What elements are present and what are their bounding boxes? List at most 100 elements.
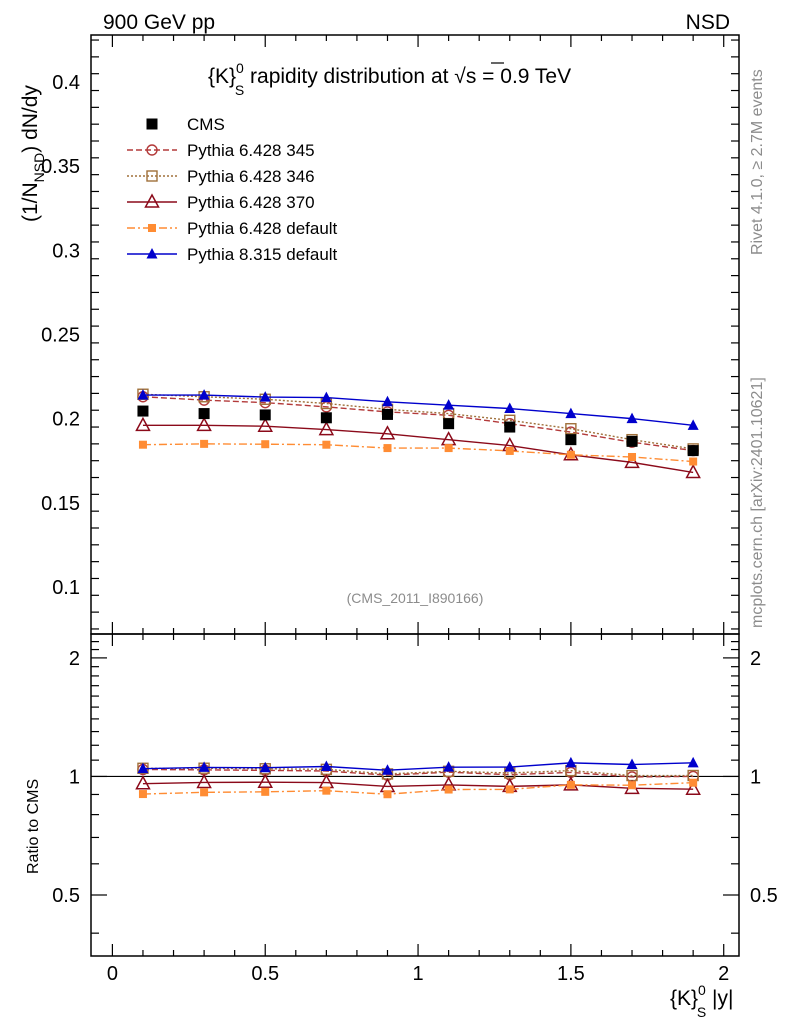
data-point (148, 224, 156, 232)
data-point (146, 248, 158, 259)
data-point (322, 786, 331, 795)
series-pythia-8-315-default (137, 389, 699, 430)
data-point (443, 418, 455, 430)
data-point (685, 463, 701, 479)
data-point (624, 453, 640, 469)
data-point (198, 389, 210, 400)
data-point (379, 425, 396, 440)
y-tick-label: 0.2 (52, 409, 80, 431)
data-point (198, 408, 210, 420)
data-point (198, 761, 210, 772)
data-point (443, 761, 455, 772)
main-series-group (135, 388, 701, 479)
legend-label: Pythia 6.428 345 (187, 141, 315, 160)
legend-label: Pythia 8.315 default (187, 245, 338, 264)
chart-title-sup: 0 (236, 60, 244, 76)
data-point (261, 440, 270, 449)
data-point (146, 170, 158, 182)
data-point (504, 402, 516, 414)
axis-ticks: 0 0.5 1 1.5 2 0.1 0.15 0.2 0.25 0.3 0.35 0.4 0.5 0.5 1… (41, 35, 778, 985)
data-point (566, 780, 575, 789)
ratio-line (142, 782, 694, 795)
series-line (142, 443, 694, 463)
series-pythia-6-428-346 (137, 388, 699, 455)
data-point (137, 762, 149, 774)
data-point (687, 419, 699, 430)
data-point (138, 790, 147, 799)
series-line (142, 393, 694, 450)
ratio-series-pythia-6-428-346 (137, 762, 699, 782)
data-point (565, 756, 577, 768)
data-point (137, 389, 149, 400)
data-point (444, 444, 453, 453)
x-axis-label-main: {K} (670, 987, 698, 1010)
y-tick-label: 0.35 (41, 156, 80, 178)
legend-label: Pythia 6.428 default (187, 219, 338, 238)
data-point (626, 758, 638, 769)
header-right-label: NSD (686, 11, 730, 34)
y-axis-label: (1/NNSD) dN/dy (19, 85, 47, 222)
series-line (142, 396, 694, 452)
series-pythia-6-428-345 (137, 391, 699, 457)
y-axis-label-pre: (1/N (19, 182, 42, 222)
data-point (135, 416, 151, 432)
series-pythia-6-428-370 (135, 416, 701, 479)
data-point (261, 787, 270, 796)
data-point (320, 760, 332, 772)
legend-item: Pythia 6.428 default (127, 219, 338, 238)
data-point (322, 440, 331, 449)
data-point (626, 412, 638, 424)
ratio-y-axis-label: Ratio to CMS (25, 779, 42, 874)
data-point (504, 421, 516, 433)
data-point (626, 435, 638, 447)
data-point (565, 434, 577, 446)
chart-title-rest: rapidity distribution at √ (244, 65, 466, 88)
data-point (444, 785, 453, 794)
y-tick-label: 0.25 (41, 325, 80, 347)
ratio-tick-label-right: 2 (750, 648, 761, 670)
legend-item: Pythia 6.428 345 (127, 141, 315, 160)
ratio-tick-label-right: 0.5 (750, 885, 778, 907)
ratio-plot-frame (90, 633, 740, 957)
series-pythia-6-428-default (138, 439, 698, 466)
data-point (318, 773, 335, 789)
header-left-label: 900 GeV pp (103, 11, 215, 34)
data-point (257, 773, 273, 788)
data-point (689, 778, 698, 787)
mcplots-source-label: mcplots.cern.ch [arXiv:2401.10621] (749, 377, 766, 628)
x-tick-label: 0 (107, 963, 118, 985)
data-point (381, 408, 393, 420)
y-tick-label: 0.4 (52, 72, 80, 94)
ratio-tick-label: 1 (69, 766, 80, 788)
data-point (259, 409, 271, 421)
data-point (259, 761, 271, 773)
ratio-line (142, 781, 694, 790)
legend-label: CMS (187, 115, 225, 134)
data-point (565, 423, 577, 435)
data-point (146, 144, 158, 156)
data-point (689, 457, 698, 466)
analysis-watermark: (CMS_2011_I890166) (347, 590, 484, 606)
legend-item: Pythia 8.315 default (127, 245, 338, 264)
x-axis-label-sup: 0 (698, 982, 706, 998)
data-point (320, 391, 332, 403)
chart-title: {K}0 S rapidity distribution at √s = 0.9 … (208, 60, 571, 98)
chart-title-main: {K} (208, 65, 236, 88)
y-tick-label: 0.3 (52, 240, 80, 262)
chart-title-end: = 0.9 TeV (476, 65, 571, 88)
chart-title-sub: S (235, 82, 244, 98)
legend: CMS Pythia 6.428 345 Pythia 6.428 346 Pythi… (127, 115, 338, 264)
data-point (200, 439, 209, 448)
data-point (687, 445, 699, 457)
data-point (135, 775, 151, 790)
data-point (257, 417, 273, 432)
legend-item: CMS (146, 115, 225, 134)
y-tick-label: 0.15 (41, 493, 80, 515)
x-axis-label-rest: |y| (706, 987, 733, 1010)
data-point (146, 118, 158, 130)
data-point (381, 395, 393, 407)
ratio-line (142, 762, 694, 771)
ratio-line (142, 768, 694, 778)
data-point (200, 788, 209, 797)
ratio-series-pythia-8-315-default (137, 756, 699, 775)
